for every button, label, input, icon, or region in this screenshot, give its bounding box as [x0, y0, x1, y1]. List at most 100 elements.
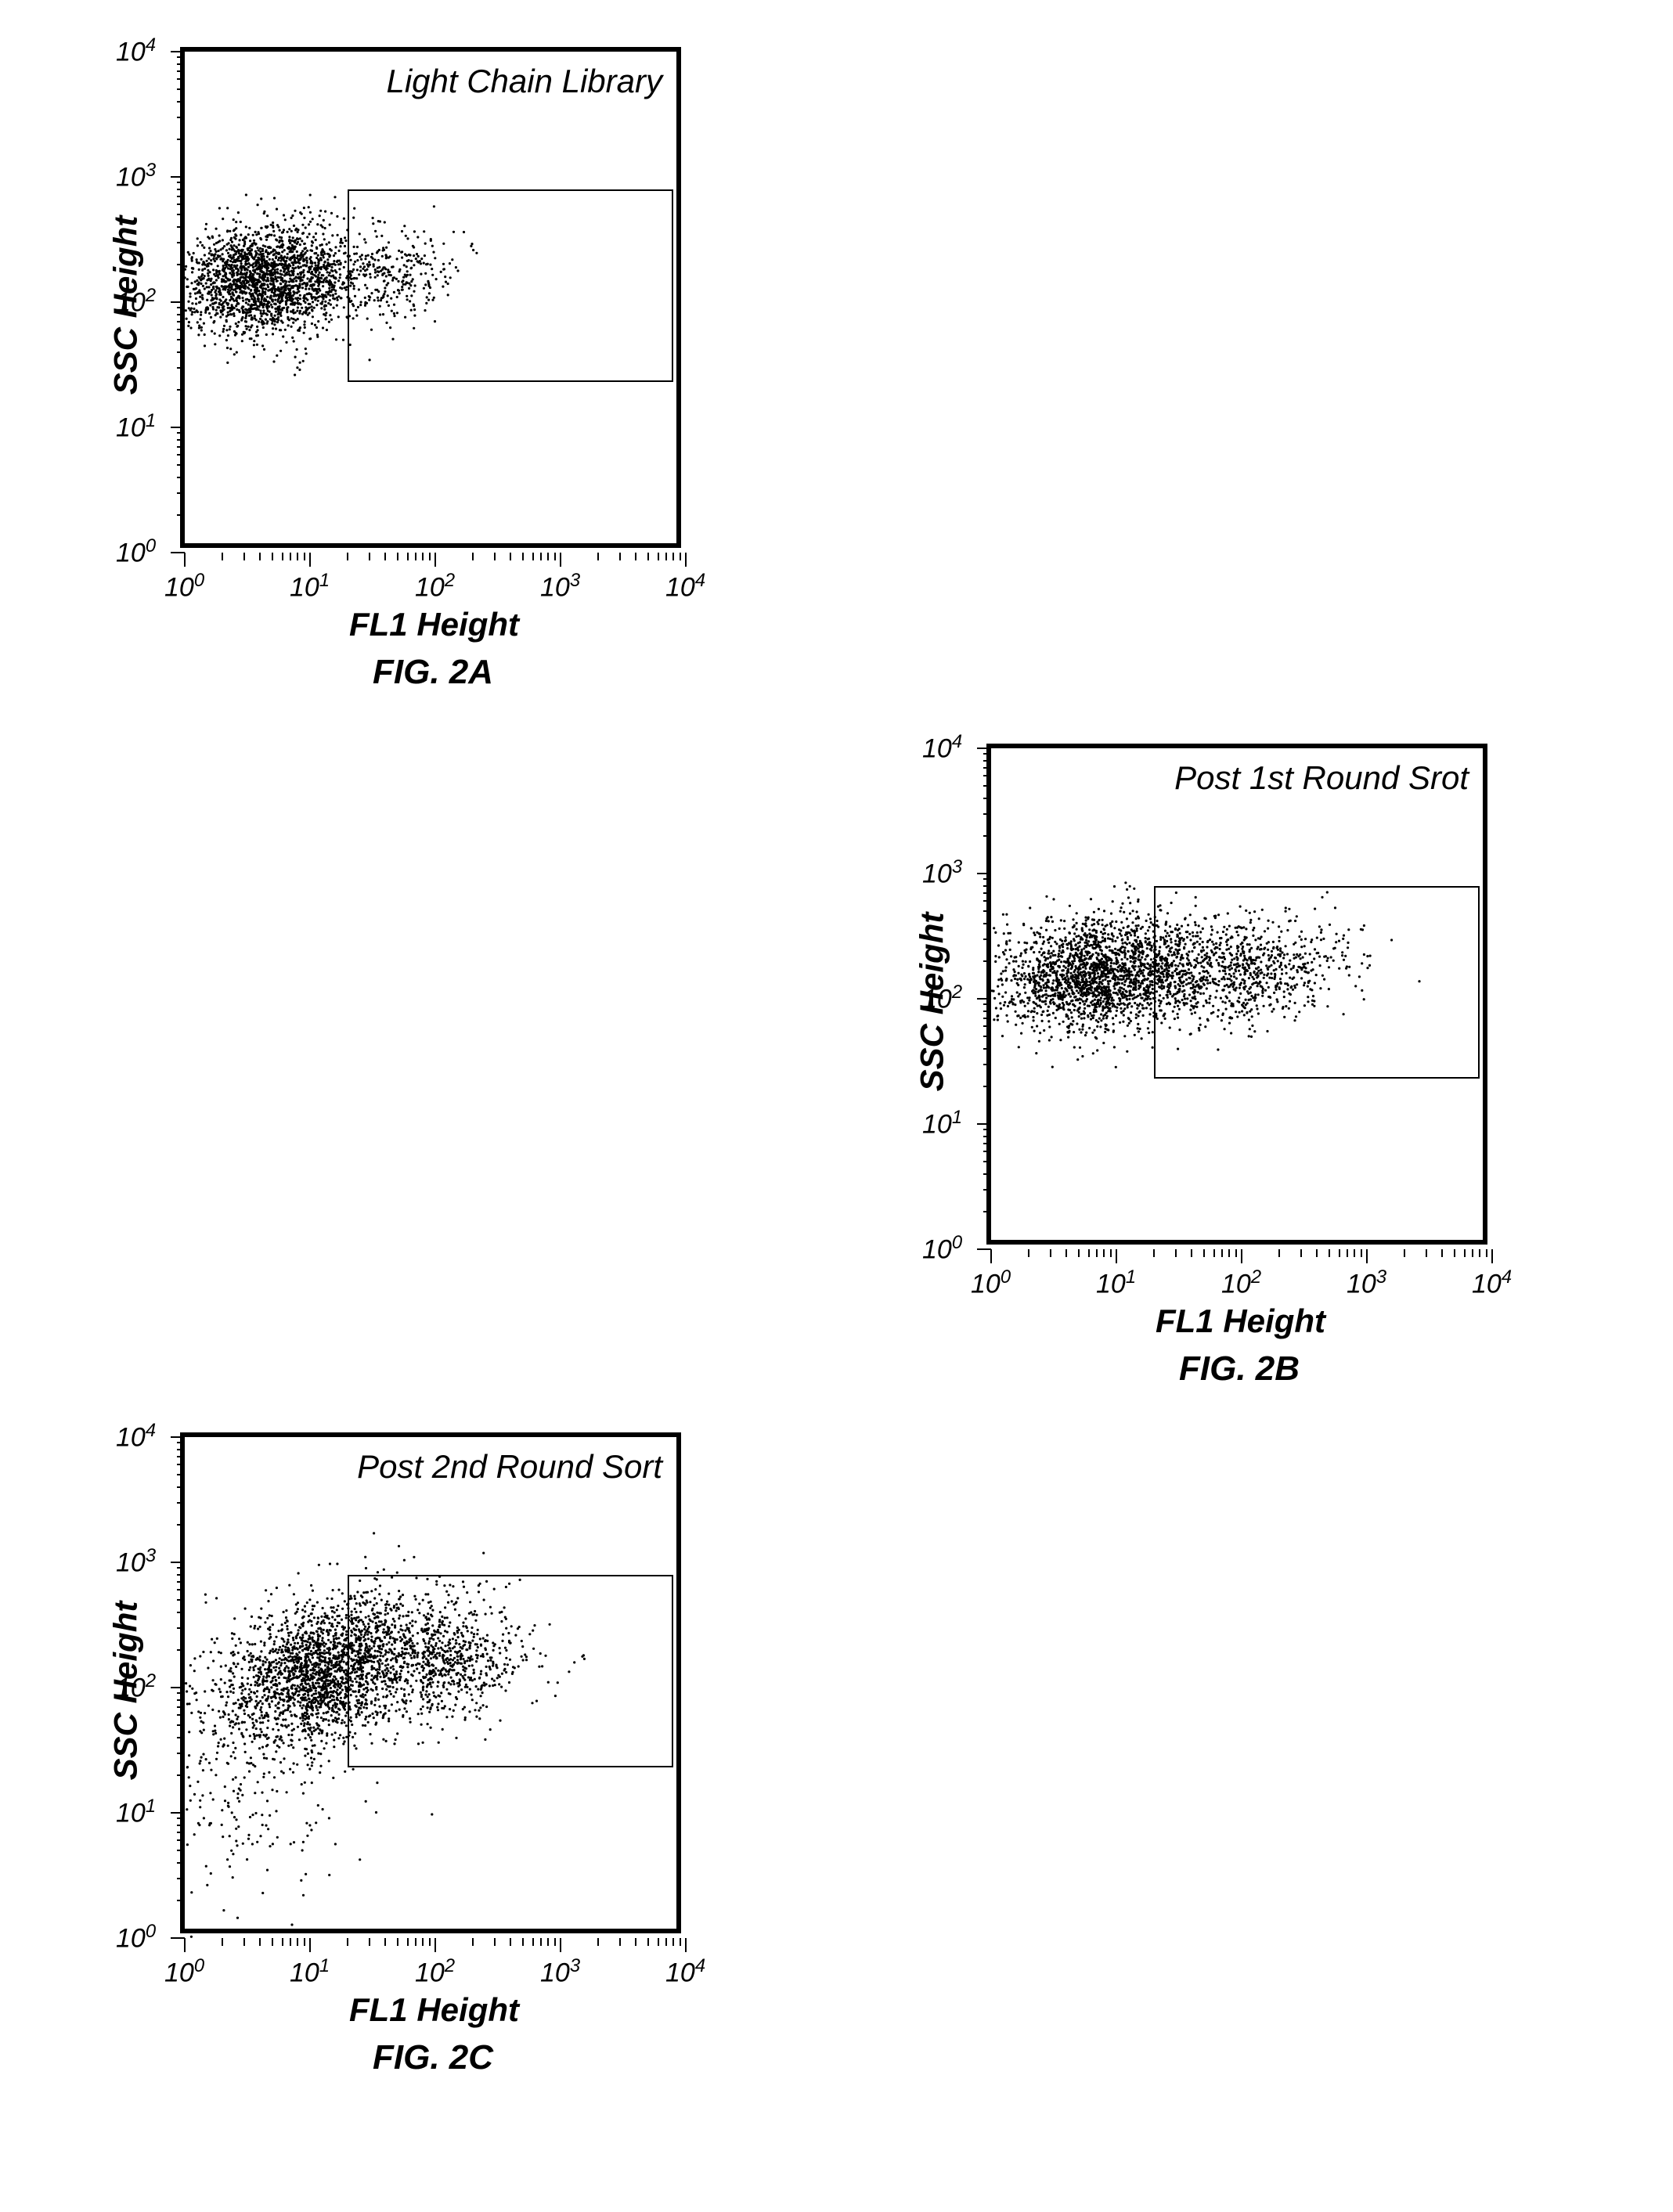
x-tick-minor [304, 1938, 305, 1946]
y-tick-minor [177, 1627, 185, 1629]
plot-title: Post 2nd Round Sort [357, 1448, 662, 1486]
y-tick-minor [177, 1449, 185, 1450]
figure-label: FIG. 2B [1179, 1349, 1300, 1389]
y-tick-minor [177, 139, 185, 140]
x-tick-minor [1354, 1249, 1355, 1257]
y-tick-minor [177, 1839, 185, 1841]
x-tick-label: 101 [290, 1955, 330, 1988]
x-tick-minor [1339, 1249, 1340, 1257]
plot-frame: Light Chain Library100101102103104100101… [180, 47, 681, 548]
y-tick-minor [983, 923, 991, 924]
y-tick-minor [983, 885, 991, 887]
y-tick-label: 103 [116, 160, 155, 193]
x-tick-minor [619, 553, 621, 560]
y-tick-minor [983, 910, 991, 912]
x-tick-minor [1347, 1249, 1348, 1257]
x-tick-minor [547, 553, 549, 560]
y-tick-label: 103 [922, 856, 961, 889]
y-tick-minor [983, 1173, 991, 1175]
y-tick-minor [177, 1753, 185, 1754]
x-tick-minor [297, 1938, 298, 1946]
x-tick-minor [222, 553, 223, 560]
x-tick-minor [547, 1938, 549, 1946]
y-tick-label: 100 [116, 1921, 155, 1954]
x-tick-minor [672, 1938, 674, 1946]
y-tick-minor [177, 63, 185, 65]
y-tick-minor [983, 1018, 991, 1019]
y-axis-label: SSC Height [106, 216, 144, 395]
x-tick-label: 102 [415, 1955, 455, 1988]
x-tick-label: 103 [540, 1955, 580, 1988]
y-tick-minor [177, 1442, 185, 1443]
y-tick-major [171, 1436, 185, 1438]
x-tick-major [309, 553, 311, 567]
y-tick-minor [177, 1567, 185, 1569]
y-tick-minor [177, 454, 185, 456]
x-tick-minor [1329, 1249, 1330, 1257]
x-tick-minor [259, 1938, 261, 1946]
x-axis-label: FL1 Height [349, 606, 519, 643]
x-tick-minor [290, 1938, 291, 1946]
y-tick-minor [177, 101, 185, 103]
x-tick-minor [1050, 1249, 1051, 1257]
x-tick-minor [554, 1938, 556, 1946]
y-tick-minor [983, 1036, 991, 1037]
x-tick-minor [429, 553, 431, 560]
x-tick-major [1491, 1249, 1493, 1263]
y-tick-minor [177, 1706, 185, 1708]
x-tick-minor [1078, 1249, 1080, 1257]
y-tick-minor [983, 753, 991, 755]
x-tick-minor [1316, 1249, 1318, 1257]
x-tick-minor [1441, 1249, 1443, 1257]
y-tick-label: 103 [116, 1545, 155, 1578]
x-tick-minor [397, 1938, 398, 1946]
x-tick-minor [472, 1938, 474, 1946]
x-tick-minor [510, 1938, 511, 1946]
y-tick-minor [177, 439, 185, 441]
y-tick-label: 104 [116, 34, 155, 67]
y-axis-label: SSC Height [913, 913, 950, 1092]
y-tick-minor [177, 1692, 185, 1694]
x-tick-minor [1153, 1249, 1155, 1257]
y-tick-major [171, 1937, 185, 1939]
x-tick-major [685, 553, 687, 567]
y-tick-minor [177, 492, 185, 494]
x-tick-major [434, 553, 436, 567]
x-tick-minor [1278, 1249, 1280, 1257]
x-tick-major [184, 553, 186, 567]
x-tick-minor [635, 1938, 636, 1946]
x-tick-minor [415, 553, 416, 560]
x-tick-minor [1110, 1249, 1112, 1257]
y-tick-minor [983, 1003, 991, 1005]
x-tick-minor [665, 553, 667, 560]
y-tick-minor [983, 1151, 991, 1152]
x-tick-minor [243, 1938, 245, 1946]
y-tick-minor [983, 767, 991, 769]
x-tick-minor [369, 553, 370, 560]
y-tick-minor [983, 1136, 991, 1137]
x-tick-minor [1472, 1249, 1473, 1257]
y-tick-minor [177, 1599, 185, 1601]
x-tick-minor [1235, 1249, 1237, 1257]
x-tick-minor [1096, 1249, 1098, 1257]
x-tick-minor [422, 1938, 424, 1946]
x-tick-minor [1221, 1249, 1223, 1257]
y-tick-minor [177, 214, 185, 215]
x-tick-label: 104 [1472, 1266, 1512, 1299]
x-tick-minor [472, 553, 474, 560]
y-tick-major [977, 873, 991, 874]
x-tick-major [990, 1249, 992, 1263]
y-tick-minor [177, 204, 185, 205]
x-tick-minor [397, 553, 398, 560]
x-tick-minor [1103, 1249, 1105, 1257]
x-tick-minor [597, 1938, 599, 1946]
y-tick-minor [983, 1086, 991, 1087]
x-tick-minor [494, 1938, 496, 1946]
x-tick-minor [1228, 1249, 1230, 1257]
y-tick-minor [177, 88, 185, 90]
x-tick-minor [658, 1938, 659, 1946]
y-tick-minor [983, 813, 991, 815]
x-tick-label: 102 [415, 570, 455, 603]
y-tick-minor [177, 1878, 185, 1879]
x-tick-minor [1065, 1249, 1067, 1257]
